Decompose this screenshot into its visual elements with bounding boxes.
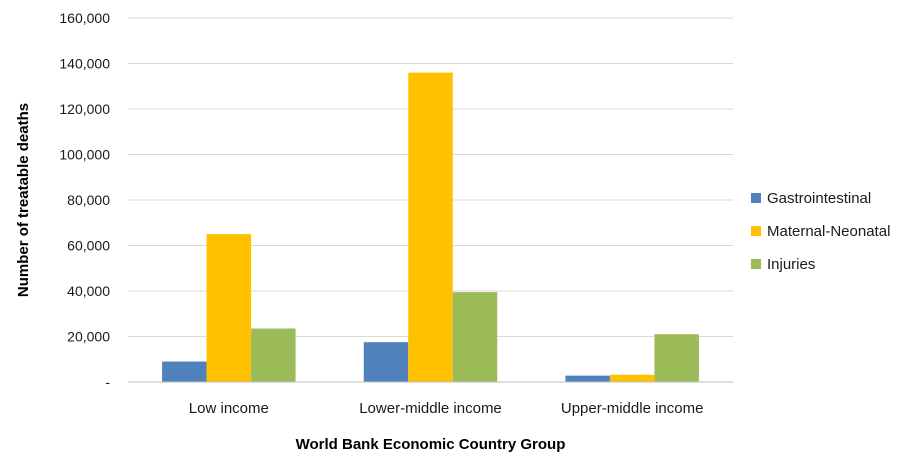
y-tick-label: 80,000 — [67, 192, 110, 208]
bar-gastrointestinal-2 — [565, 375, 610, 382]
bar-gastrointestinal-1 — [363, 342, 409, 382]
y-axis-title: Number of treatable deaths — [15, 103, 32, 297]
bar-gastrointestinal-0 — [162, 361, 207, 382]
bar-maternal-neonatal-2 — [609, 374, 655, 382]
x-tick-label: Lower-middle income — [359, 400, 502, 417]
legend-label: Maternal-Neonatal — [767, 223, 890, 240]
bars — [162, 72, 699, 382]
bar-maternal-neonatal-0 — [206, 234, 252, 382]
y-tick-label: 60,000 — [67, 238, 110, 254]
bar-maternal-neonatal-1 — [408, 72, 453, 382]
y-tick-label: 120,000 — [59, 101, 110, 117]
legend-label: Injuries — [767, 256, 815, 273]
y-tick-label: 20,000 — [67, 329, 110, 345]
bar-injuries-1 — [452, 292, 498, 382]
legend: Gastrointestinal Maternal-Neonatal Injurie… — [751, 190, 890, 273]
y-tick-label: 40,000 — [67, 283, 110, 299]
y-tick-label: 100,000 — [59, 147, 110, 163]
x-tick-label: Low income — [189, 400, 269, 417]
legend-swatch — [751, 226, 761, 236]
legend-swatch — [751, 259, 761, 269]
y-tick-label: - — [105, 374, 110, 390]
bar-injuries-0 — [251, 328, 296, 382]
x-axis-title: World Bank Economic Country Group — [296, 436, 566, 453]
legend-swatch — [751, 193, 761, 203]
bar-injuries-2 — [654, 334, 699, 382]
y-tick-label: 140,000 — [59, 56, 110, 72]
x-axis-ticks: Low income Lower-middle income Upper-middl… — [189, 400, 704, 417]
x-tick-label: Upper-middle income — [561, 400, 704, 417]
legend-label: Gastrointestinal — [767, 190, 871, 207]
y-tick-label: 160,000 — [59, 10, 110, 26]
y-axis-ticks: - 20,000 40,000 60,000 80,000 100,000 120,000 1… — [59, 10, 110, 390]
